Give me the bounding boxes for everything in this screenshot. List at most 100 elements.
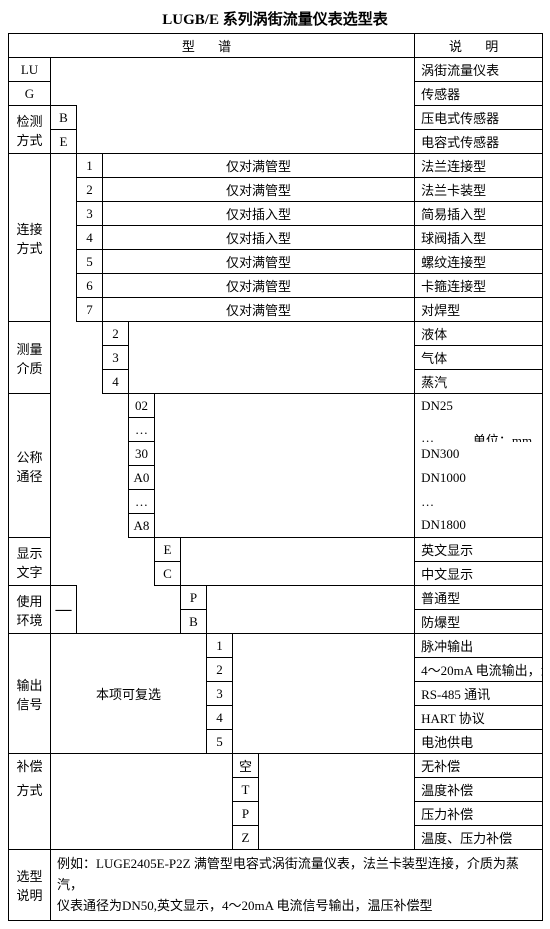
table-row: 测量 介质 2 液体 (9, 322, 543, 346)
cell: 气体 (415, 346, 543, 370)
cell: 2 (77, 178, 103, 202)
cell: P (233, 802, 259, 826)
cell: 简易插入型 (415, 202, 543, 226)
cell: 普通型 (415, 586, 543, 610)
cell: RS-485 通讯 (415, 682, 543, 706)
cell: 法兰卡装型 (415, 178, 543, 202)
cell: 2 (207, 658, 233, 682)
sel-example: 例如：LUGE2405E-P2Z 满管型电容式涡街流量仪表，法兰卡装型连接，介质… (51, 850, 543, 921)
cell: DN300 (415, 442, 543, 466)
cell: 仅对满管型 (103, 154, 415, 178)
cell: 仅对满管型 (103, 274, 415, 298)
cell: P (181, 586, 207, 610)
label-comp2: 方式 (9, 778, 51, 850)
desc-LU: 涡街流量仪表 (415, 58, 543, 82)
cell: 3 (77, 202, 103, 226)
cell: B (181, 610, 207, 634)
table-row: 公称 通径 02 DN25 (9, 394, 543, 418)
cell: 30 (129, 442, 155, 466)
cell: 压力补偿 (415, 802, 543, 826)
cell: 1 (207, 634, 233, 658)
cell: HART 协议 (415, 706, 543, 730)
cell: 无补偿 (415, 754, 543, 778)
cell: 仅对满管型 (103, 178, 415, 202)
cell: 3 (103, 346, 129, 370)
table-row: 使用 环境 — P 普通型 (9, 586, 543, 610)
label-display: 显示 文字 (9, 538, 51, 586)
cell: 3 (207, 682, 233, 706)
cell: 中文显示 (415, 562, 543, 586)
cell: 5 (207, 730, 233, 754)
cell: T (233, 778, 259, 802)
table-row: 型 谱 说 明 (9, 34, 543, 58)
cell: 英文显示 (415, 538, 543, 562)
desc-G: 传感器 (415, 82, 543, 106)
cell: C (155, 562, 181, 586)
cell: E (155, 538, 181, 562)
cell: 电池供电 (415, 730, 543, 754)
label-dn: 公称 通径 (9, 394, 51, 538)
header-desc: 说 明 (415, 34, 543, 58)
cell: 球阀插入型 (415, 226, 543, 250)
cell: 1 (77, 154, 103, 178)
cell: 温度、压力补偿 (415, 826, 543, 850)
table-row: 连接 方式 1 仅对满管型 法兰连接型 (9, 154, 543, 178)
cell: … (421, 430, 434, 442)
table-row: 检测 方式 B 压电式传感器 (9, 106, 543, 130)
table-row: E 电容式传感器 (9, 130, 543, 154)
cell: 仅对满管型 (103, 250, 415, 274)
cell: 温度补偿 (415, 778, 543, 802)
label-output: 输出 信号 (9, 634, 51, 754)
label-sel: 选型 说明 (9, 850, 51, 921)
output-note: 本项可复选 (51, 634, 207, 754)
cell: 空 (233, 754, 259, 778)
table-row: LU 涡街流量仪表 (9, 58, 543, 82)
table-row: 显示 文字 E 英文显示 (9, 538, 543, 562)
label-env: 使用 环境 (9, 586, 51, 634)
cell: 液体 (415, 322, 543, 346)
cell: … (129, 490, 155, 514)
cell: 7 (77, 298, 103, 322)
cell: DN25 (415, 394, 543, 418)
label-comp1: 补偿 (9, 754, 51, 778)
table-row: 输出 信号 本项可复选 1 脉冲输出 (9, 634, 543, 658)
table-title: LUGB/E 系列涡街流量仪表选型表 (8, 8, 542, 29)
cell: … (129, 418, 155, 442)
cell: 仅对插入型 (103, 202, 415, 226)
label-connect: 连接 方式 (9, 154, 51, 322)
cell: 卡箍连接型 (415, 274, 543, 298)
cell: 5 (77, 250, 103, 274)
cell: DN1000 (415, 466, 543, 490)
cell: 法兰连接型 (415, 154, 543, 178)
cell: … (415, 490, 543, 514)
cell: 仅对满管型 (103, 298, 415, 322)
cell: 4 (77, 226, 103, 250)
table-row: 补偿 空 无补偿 (9, 754, 543, 778)
cell: A0 (129, 466, 155, 490)
cell: B (51, 106, 77, 130)
cell: 6 (77, 274, 103, 298)
cell: E (51, 130, 77, 154)
dash: — (51, 586, 77, 634)
code-LU: LU (9, 58, 51, 82)
unit-label: 单位：mm (473, 430, 532, 442)
table-row: 选型 说明 例如：LUGE2405E-P2Z 满管型电容式涡街流量仪表，法兰卡装… (9, 850, 543, 921)
cell: 对焊型 (415, 298, 543, 322)
label-medium: 测量 介质 (9, 322, 51, 394)
table-row: G 传感器 (9, 82, 543, 106)
cell: 4 (207, 706, 233, 730)
cell: 4 (103, 370, 129, 394)
cell: 电容式传感器 (415, 130, 543, 154)
cell: 02 (129, 394, 155, 418)
selection-table: 型 谱 说 明 LU 涡街流量仪表 G 传感器 检测 方式 B 压电式传感器 E… (8, 33, 543, 921)
cell: A8 (129, 514, 155, 538)
cell: 2 (103, 322, 129, 346)
cell: 4～20mA 电流输出，液晶显示 (415, 658, 543, 682)
cell: 脉冲输出 (415, 634, 543, 658)
label-detect: 检测 方式 (9, 106, 51, 154)
cell: DN1800 (415, 514, 543, 538)
cell: 蒸汽 (415, 370, 543, 394)
header-model: 型 谱 (9, 34, 415, 58)
cell: 仅对插入型 (103, 226, 415, 250)
cell: Z (233, 826, 259, 850)
